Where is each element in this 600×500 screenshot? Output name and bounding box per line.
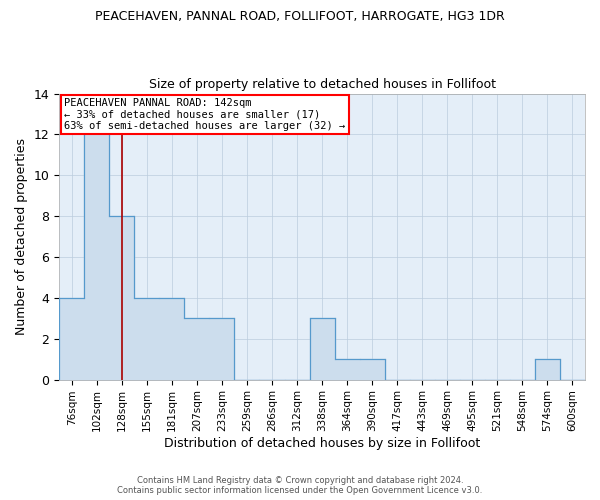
X-axis label: Distribution of detached houses by size in Follifoot: Distribution of detached houses by size … [164,437,480,450]
Text: PEACEHAVEN, PANNAL ROAD, FOLLIFOOT, HARROGATE, HG3 1DR: PEACEHAVEN, PANNAL ROAD, FOLLIFOOT, HARR… [95,10,505,23]
Text: PEACEHAVEN PANNAL ROAD: 142sqm
← 33% of detached houses are smaller (17)
63% of : PEACEHAVEN PANNAL ROAD: 142sqm ← 33% of … [64,98,346,131]
Text: Contains HM Land Registry data © Crown copyright and database right 2024.
Contai: Contains HM Land Registry data © Crown c… [118,476,482,495]
Title: Size of property relative to detached houses in Follifoot: Size of property relative to detached ho… [149,78,496,91]
Y-axis label: Number of detached properties: Number of detached properties [15,138,28,335]
